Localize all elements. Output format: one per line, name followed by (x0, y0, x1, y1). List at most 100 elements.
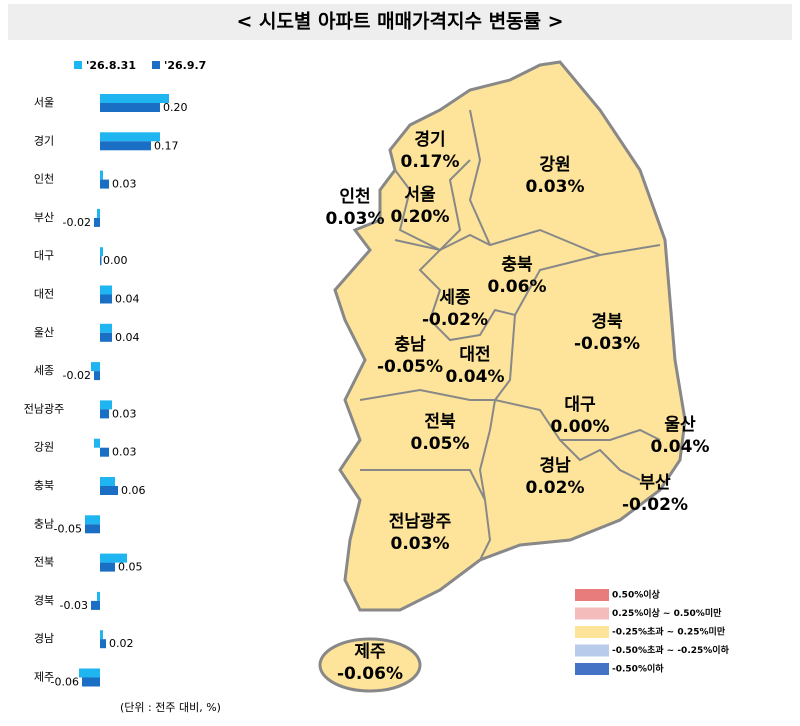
region-name: 대구 (564, 395, 596, 415)
bar (97, 208, 100, 218)
bar (91, 600, 100, 610)
bar (100, 639, 106, 649)
map-legend-label: -0.50%초과 ~ -0.25%이하 (612, 644, 730, 656)
data-label: -0.02 (63, 369, 91, 382)
region-name: 전북 (424, 412, 456, 432)
region-value: -0.06% (337, 664, 403, 684)
region-name: 대전 (459, 345, 490, 365)
legend-swatch (74, 61, 82, 69)
region-value: 0.03% (391, 534, 450, 554)
region-name: 전남광주 (389, 512, 452, 532)
bar (100, 332, 112, 342)
legend-label: '26.9.7 (164, 59, 206, 72)
bar (94, 371, 100, 381)
bar (85, 515, 100, 525)
chart-title: < 시도별 아파트 매매가격지수 변동률 > (236, 11, 563, 33)
region-name: 세종 (439, 288, 471, 308)
bar (100, 553, 127, 563)
region-value: -0.02% (422, 310, 488, 330)
region-name: 인천 (339, 187, 370, 207)
data-label: 0.00 (103, 254, 128, 267)
bar (94, 217, 100, 227)
data-label: -0.06 (51, 676, 79, 689)
bar (100, 170, 103, 180)
bar (100, 94, 169, 103)
bar (100, 132, 160, 142)
region-name: 강원 (539, 155, 570, 175)
data-label: -0.05 (54, 522, 82, 535)
data-label: 0.03 (112, 446, 137, 459)
region-value: 0.17% (401, 152, 460, 172)
map-legend-swatch (575, 663, 609, 675)
region-value: -0.05% (377, 357, 443, 377)
y-tick-label: 경기 (34, 134, 54, 147)
bar (100, 323, 112, 333)
region-value: 0.02% (526, 478, 585, 498)
data-label: 0.03 (112, 178, 137, 191)
map-legend-swatch (575, 626, 609, 638)
bar (100, 486, 118, 495)
y-tick-label: 경남 (34, 632, 54, 645)
region-value: 0.05% (411, 434, 470, 454)
map-legend-swatch (575, 644, 609, 657)
y-tick-label: 대구 (34, 249, 54, 262)
y-tick-label: 세종 (34, 364, 54, 377)
bar (79, 668, 100, 678)
y-tick-label: 경북 (34, 594, 54, 607)
y-tick-label: 전북 (34, 556, 54, 569)
region-name: 충남 (394, 335, 426, 355)
bar (100, 447, 109, 457)
bar (100, 179, 109, 189)
y-tick-label: 인천 (34, 172, 54, 186)
map-legend-label: -0.50%이하 (612, 663, 664, 675)
region-value: -0.02% (622, 495, 688, 515)
y-tick-label: 전남광주 (24, 402, 64, 415)
map-legend-label: 0.50%이상 (612, 589, 661, 601)
unit-note: (단위 : 전주 대비, %) (120, 701, 221, 714)
data-label: 0.06 (121, 484, 146, 497)
data-label: 0.20 (163, 101, 188, 114)
y-tick-label: 대전 (34, 288, 54, 301)
bar (100, 285, 112, 295)
region-name: 경기 (414, 130, 445, 150)
y-tick-label: 울산 (34, 326, 54, 339)
data-label: -0.03 (60, 599, 88, 612)
bar (91, 362, 100, 372)
data-label: 0.03 (112, 407, 137, 420)
map-legend-swatch (575, 589, 609, 601)
jeju-map (318, 637, 422, 693)
bar (100, 409, 109, 419)
y-tick-label: 충남 (34, 517, 54, 530)
region-name: 제주 (354, 642, 386, 662)
map-legend-label: -0.25%초과 ~ 0.25%미만 (612, 626, 726, 638)
region-value: 0.04% (446, 367, 505, 387)
bar (100, 294, 112, 304)
data-label: 0.02 (109, 637, 134, 650)
bar (100, 247, 103, 257)
region-value: -0.03% (574, 334, 640, 354)
data-label: -0.02 (63, 216, 91, 229)
title-bar (8, 4, 792, 40)
region-value: 0.04% (651, 437, 710, 457)
y-tick-label: 부산 (34, 211, 54, 224)
map-legend-swatch (575, 607, 609, 620)
region-value: 0.06% (488, 277, 547, 297)
data-label: 0.17 (154, 139, 179, 152)
region-value: 0.03% (326, 209, 385, 229)
data-label: 0.04 (115, 293, 140, 306)
bar (100, 477, 115, 486)
region-name: 경북 (591, 312, 623, 332)
data-label: 0.05 (118, 561, 143, 574)
bar (100, 400, 112, 410)
bar (100, 256, 102, 266)
data-label: 0.04 (115, 331, 140, 344)
region-value: 0.03% (526, 177, 585, 197)
region-name: 울산 (664, 415, 696, 435)
legend-label: '26.8.31 (86, 59, 136, 72)
region-value: 0.00% (551, 417, 610, 437)
bar (97, 591, 100, 601)
bar (100, 103, 160, 112)
region-name: 충북 (501, 255, 533, 275)
region-value: 0.20% (391, 207, 450, 227)
